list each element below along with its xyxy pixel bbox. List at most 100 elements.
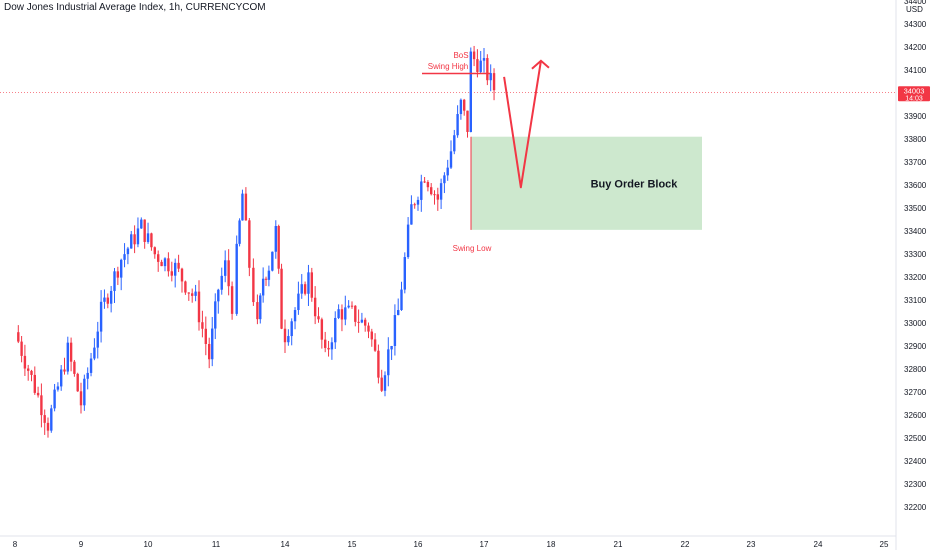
candle-body[interactable] [184,281,187,293]
candle-body[interactable] [66,342,69,372]
candle-body[interactable] [433,194,436,196]
candle-body[interactable] [143,219,146,242]
candle-body[interactable] [387,349,390,376]
candle-body[interactable] [103,297,106,302]
candle-body[interactable] [492,73,496,91]
order-block-zone[interactable] [471,136,702,230]
candle-body[interactable] [96,331,99,348]
candle-body[interactable] [126,248,130,255]
candle-body[interactable] [290,321,293,337]
candle-body[interactable] [140,219,143,229]
candle-body[interactable] [367,325,370,332]
candle-body[interactable] [327,347,330,350]
candle-body[interactable] [46,422,50,431]
candle-body[interactable] [248,220,251,268]
candle-body[interactable] [238,220,241,244]
candle-body[interactable] [337,309,340,318]
candle-body[interactable] [201,322,204,329]
candle-body[interactable] [136,228,140,245]
candle-body[interactable] [146,233,150,242]
candle-body[interactable] [354,305,357,322]
candle-body[interactable] [280,268,283,329]
candle-body[interactable] [320,319,324,340]
candle-body[interactable] [486,58,489,81]
candle-body[interactable] [163,258,167,267]
candle-body[interactable] [220,275,223,290]
candle-body[interactable] [324,339,327,348]
candle-body[interactable] [300,284,303,294]
candle-body[interactable] [482,58,486,61]
candle-body[interactable] [287,336,290,343]
candle-body[interactable] [393,315,397,346]
candle-body[interactable] [317,316,320,320]
candle-body[interactable] [160,261,163,267]
candle-body[interactable] [120,259,123,278]
candle-body[interactable] [106,297,109,304]
candle-body[interactable] [436,194,439,200]
candle-body[interactable] [33,374,36,393]
candle-body[interactable] [463,99,466,111]
candle-body[interactable] [340,309,344,320]
candle-body[interactable] [214,301,217,329]
candle-body[interactable] [180,268,184,282]
candle-body[interactable] [476,59,479,72]
candle-body[interactable] [27,368,30,371]
candle-body[interactable] [400,289,403,311]
candle-body[interactable] [330,342,334,350]
candle-body[interactable] [89,358,93,373]
candle-body[interactable] [211,328,214,360]
candle-body[interactable] [479,60,482,72]
candle-body[interactable] [177,262,180,269]
candle-body[interactable] [252,267,255,303]
candle-body[interactable] [303,284,307,294]
candle-body[interactable] [313,297,317,317]
candle-body[interactable] [406,224,410,258]
candle-body[interactable] [187,292,190,294]
candle-body[interactable] [261,278,265,296]
candle-body[interactable] [439,183,443,200]
candle-body[interactable] [449,151,453,168]
candle-body[interactable] [413,204,416,206]
candle-body[interactable] [116,271,120,278]
candle-body[interactable] [56,386,60,390]
candle-body[interactable] [459,99,463,115]
candle-body[interactable] [416,199,420,205]
candle-body[interactable] [244,193,248,221]
candle-body[interactable] [217,289,220,302]
candle-body[interactable] [274,225,277,252]
candle-body[interactable] [271,251,274,271]
candle-body[interactable] [383,375,387,391]
candle-body[interactable] [17,332,20,342]
candle-body[interactable] [69,342,73,362]
candle-body[interactable] [370,331,373,340]
candle-body[interactable] [264,278,268,280]
candle-body[interactable] [446,167,449,176]
candle-body[interactable] [93,347,96,359]
candle-body[interactable] [344,307,347,320]
candle-body[interactable] [194,291,197,296]
candle-body[interactable] [364,319,367,326]
candle-body[interactable] [150,233,153,248]
candle-body[interactable] [50,408,53,431]
candle-body[interactable] [40,395,43,416]
candle-body[interactable] [373,339,377,351]
candle-body[interactable] [153,247,156,255]
candle-body[interactable] [20,341,23,356]
candle-body[interactable] [403,257,406,290]
candle-body[interactable] [191,293,194,296]
candle-body[interactable] [53,389,56,409]
candle-body[interactable] [227,260,230,287]
candle-body[interactable] [456,114,459,136]
candle-body[interactable] [472,51,476,60]
candle-body[interactable] [208,343,211,360]
candle-body[interactable] [157,254,160,262]
candle-body[interactable] [443,175,446,184]
candle-body[interactable] [235,243,238,314]
candle-body[interactable] [73,361,76,374]
candle-body[interactable] [267,270,271,280]
candle-body[interactable] [466,110,469,132]
candle-body[interactable] [23,355,27,369]
candle-body[interactable] [397,310,400,316]
candle-body[interactable] [423,181,426,183]
